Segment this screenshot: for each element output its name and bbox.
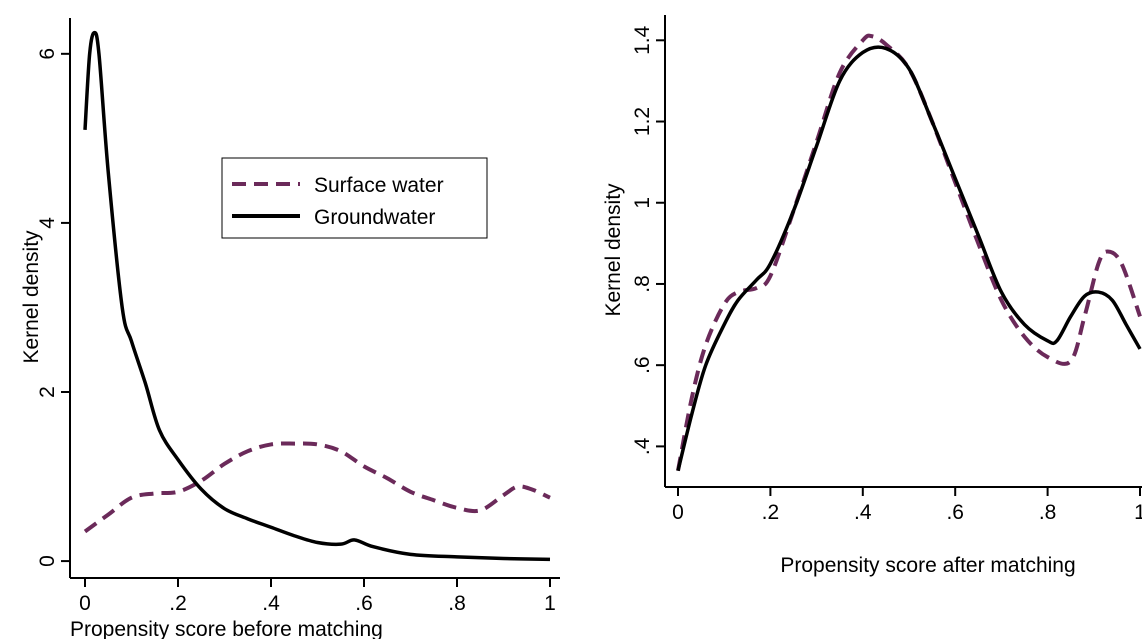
left-y-axis-label: Kernel density xyxy=(20,230,43,364)
x-tick-label: .2 xyxy=(169,592,187,615)
surface-water-line xyxy=(83,441,551,534)
x-tick-label: 1 xyxy=(544,592,556,615)
right-chart-series xyxy=(676,33,1142,472)
right-y-axis-label: Kernel density xyxy=(602,183,625,317)
x-tick-label: .8 xyxy=(1039,501,1057,524)
left-x-axis-label: Propensity score before matching xyxy=(70,618,383,639)
x-tick-label: .6 xyxy=(946,501,964,524)
legend-label-surface-water: Surface water xyxy=(314,174,444,197)
y-tick-label: 1.4 xyxy=(631,25,654,55)
y-tick-label: 6 xyxy=(36,48,59,60)
x-tick-label: .4 xyxy=(262,592,280,615)
right-chart-panel: 0.2.4.6.8 1.4.6.811.21.4 Propensity score… xyxy=(602,15,1142,577)
legend-box xyxy=(221,157,488,239)
y-tick-label: .8 xyxy=(631,275,654,293)
legend-label-groundwater: Groundwater xyxy=(314,206,435,229)
groundwater-line xyxy=(83,30,551,562)
y-tick-label: 1.2 xyxy=(631,107,654,136)
surface-water-line xyxy=(676,33,1142,472)
left-chart-series xyxy=(83,30,551,562)
x-tick-label: .2 xyxy=(762,501,780,524)
y-tick-label: 2 xyxy=(36,386,59,398)
y-tick-label: 0 xyxy=(36,555,59,567)
y-tick-label: .6 xyxy=(631,356,654,374)
right-x-axis-label: Propensity score after matching xyxy=(780,554,1075,577)
y-tick-label: 1 xyxy=(631,197,654,209)
x-tick-label: .8 xyxy=(448,592,466,615)
x-tick-label: 0 xyxy=(79,592,91,615)
x-tick-label: 0 xyxy=(672,501,684,524)
groundwater-line xyxy=(676,45,1142,472)
x-tick-label: .4 xyxy=(854,501,872,524)
y-tick-label: 4 xyxy=(36,217,59,229)
x-tick-label: .6 xyxy=(355,592,373,615)
x-tick-label: 1 xyxy=(1134,501,1142,524)
legend: Surface water Groundwater xyxy=(221,157,488,239)
y-tick-label: .4 xyxy=(631,437,654,455)
left-chart-panel: 0 .2 .4 .6 .8 1 0 2 4 6 Propensity score before m… xyxy=(20,18,560,639)
